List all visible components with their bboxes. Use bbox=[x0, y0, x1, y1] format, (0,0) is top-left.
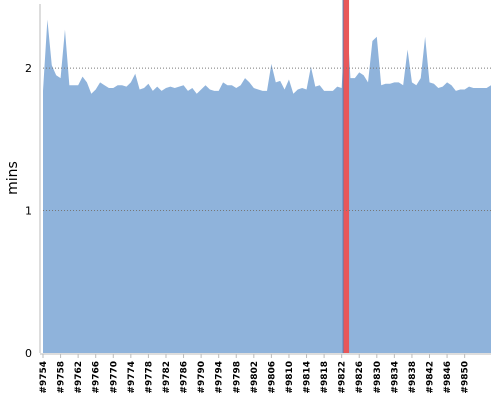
x-tick-label: #9774 bbox=[127, 361, 137, 394]
x-tick-label: #9806 bbox=[267, 361, 277, 394]
x-tick-label: #9850 bbox=[461, 361, 471, 394]
x-tick-label: #9838 bbox=[408, 361, 418, 394]
x-tick-label: #9834 bbox=[390, 361, 400, 394]
axes: 0 1 2 #9754 #9758 #9762 #9766 #9770 #9774 #9778 #9… bbox=[25, 4, 491, 394]
x-tick-label: #9758 bbox=[57, 361, 67, 394]
x-tick-label: #9842 bbox=[426, 361, 436, 394]
x-tick-label: #9814 bbox=[303, 361, 313, 394]
x-tick-label: #9794 bbox=[215, 361, 225, 394]
x-tick-label: #9786 bbox=[180, 361, 190, 394]
x-tick-label: #9790 bbox=[197, 361, 207, 394]
x-tick-label: #9802 bbox=[250, 361, 260, 394]
x-tick-label: #9818 bbox=[320, 361, 330, 394]
x-tick-label: #9778 bbox=[144, 361, 154, 394]
x-tick-label: #9754 bbox=[39, 361, 49, 394]
y-tick-label: 2 bbox=[25, 62, 32, 75]
y-tick-label: 0 bbox=[25, 347, 32, 360]
x-tick-label: #9846 bbox=[443, 361, 453, 394]
area-fill bbox=[43, 2, 491, 354]
x-tick-label: #9822 bbox=[338, 361, 348, 394]
highlight-bar[interactable] bbox=[343, 0, 350, 353]
x-tick-label: #9770 bbox=[109, 361, 119, 394]
x-tick-label: #9766 bbox=[92, 361, 102, 394]
x-tick-label: #9798 bbox=[232, 361, 242, 394]
highlight-marker[interactable] bbox=[342, 0, 350, 353]
x-tick-label: #9762 bbox=[74, 361, 84, 394]
x-tick-label: #9826 bbox=[355, 361, 365, 394]
x-tick-label: #9810 bbox=[285, 361, 295, 394]
y-tick-label: 1 bbox=[25, 205, 32, 218]
x-tick-label: #9830 bbox=[373, 361, 383, 394]
y-axis-label: mins bbox=[5, 161, 21, 195]
area-series bbox=[43, 2, 491, 354]
x-tick-label: #9782 bbox=[162, 361, 172, 394]
